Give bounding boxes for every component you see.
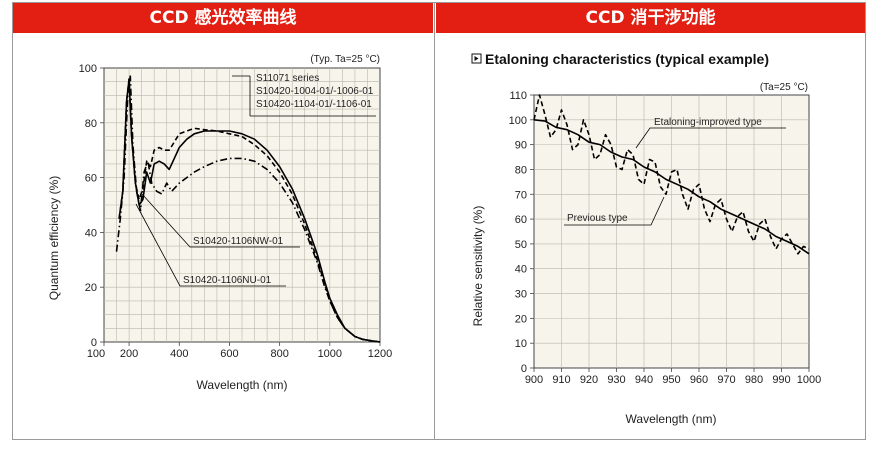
quantum-efficiency-chart: (Typ. Ta=25 °C) 100 200 400 600 800 1000 1200 0… bbox=[47, 54, 393, 392]
series-line-2 bbox=[533, 94, 810, 255]
y-tick-label: 40 bbox=[515, 264, 527, 276]
chart1-ticks: 100 200 400 600 800 1000 1200 0 20 40 60 80 100 bbox=[79, 63, 393, 360]
x-tick-label: 990 bbox=[772, 374, 790, 386]
y-tick-label: 80 bbox=[515, 164, 527, 176]
chart1-series-label-box: S11071 series S10420-1004-01/-1006-01 S1… bbox=[232, 73, 376, 117]
x-tick-label: 960 bbox=[690, 374, 708, 386]
chart2-grid bbox=[534, 95, 809, 368]
chart2-ticks: 900 910 920 930 940 950 960 970 980 990 1000 0 10 20 3… bbox=[509, 90, 822, 386]
y-tick-label: 60 bbox=[85, 173, 97, 185]
chart1-y-axis-label: Quantum efficiency (%) bbox=[47, 176, 61, 301]
chart2-condition-label: (Ta=25 °C) bbox=[760, 82, 808, 93]
chart1-x-axis-label: Wavelength (nm) bbox=[197, 378, 288, 392]
x-tick-label: 970 bbox=[717, 374, 735, 386]
chart1-series-group bbox=[115, 75, 381, 343]
x-tick-label: 980 bbox=[745, 374, 763, 386]
x-tick-label: 1200 bbox=[368, 348, 392, 360]
x-tick-label: 200 bbox=[120, 348, 138, 360]
leader-line bbox=[141, 193, 300, 248]
y-tick-label: 30 bbox=[515, 289, 527, 301]
x-tick-label: 600 bbox=[220, 348, 238, 360]
y-tick-label: 70 bbox=[515, 189, 527, 201]
chart2-title: Etaloning characteristics (typical examp… bbox=[485, 51, 769, 67]
chart2-x-axis-label: Wavelength (nm) bbox=[626, 412, 717, 426]
x-tick-label: 800 bbox=[270, 348, 288, 360]
right-panel-header: CCD 消干涉功能 bbox=[436, 3, 865, 33]
chart1-condition-label: (Typ. Ta=25 °C) bbox=[310, 54, 380, 65]
series-label-s11071: S11071 series bbox=[256, 73, 319, 84]
x-tick-label: 950 bbox=[662, 374, 680, 386]
y-tick-label: 40 bbox=[85, 227, 97, 239]
series-label-nw: S10420-1106NW-01 bbox=[193, 236, 284, 247]
series-label-nu: S10420-1106NU-01 bbox=[183, 275, 272, 286]
chart1-nu-label: S10420-1106NU-01 bbox=[135, 203, 286, 287]
chart2-series-group bbox=[533, 94, 810, 255]
series-label-previous: Previous type bbox=[567, 213, 628, 224]
y-tick-label: 80 bbox=[85, 118, 97, 130]
chart2-improved-label: Etaloning-improved type bbox=[635, 117, 786, 149]
chart2-title-group: Etaloning characteristics (typical examp… bbox=[471, 51, 769, 67]
y-tick-label: 90 bbox=[515, 140, 527, 152]
chart2-y-axis-label: Relative sensitivity (%) bbox=[471, 206, 485, 327]
x-tick-label: 930 bbox=[607, 374, 625, 386]
series-label-s10420-1004: S10420-1004-01/-1006-01 bbox=[256, 86, 374, 97]
etaloning-chart: Etaloning characteristics (typical examp… bbox=[471, 51, 822, 426]
left-panel-header: CCD 感光效率曲线 bbox=[13, 3, 433, 33]
series-line-1 bbox=[118, 78, 381, 343]
x-tick-label: 910 bbox=[552, 374, 570, 386]
chart2-previous-label: Previous type bbox=[564, 196, 665, 226]
series-line-3 bbox=[115, 75, 381, 343]
y-tick-label: 60 bbox=[515, 214, 527, 226]
x-tick-label: 1000 bbox=[797, 374, 821, 386]
x-tick-label: 940 bbox=[635, 374, 653, 386]
chart1-nw-label: S10420-1106NW-01 bbox=[141, 193, 300, 248]
y-tick-label: 100 bbox=[79, 63, 97, 75]
y-tick-label: 100 bbox=[509, 115, 527, 127]
series-label-s10420-1104: S10420-1104-01/-1106-01 bbox=[256, 99, 372, 110]
y-tick-label: 50 bbox=[515, 239, 527, 251]
y-tick-label: 20 bbox=[515, 313, 527, 325]
x-tick-label: 400 bbox=[170, 348, 188, 360]
leader-line bbox=[135, 203, 286, 287]
y-tick-label: 110 bbox=[509, 90, 527, 102]
y-tick-label: 0 bbox=[521, 363, 527, 375]
column-divider bbox=[434, 2, 435, 440]
x-tick-label: 1000 bbox=[318, 348, 342, 360]
y-tick-label: 10 bbox=[515, 338, 527, 350]
x-tick-label: 900 bbox=[525, 374, 543, 386]
chart2-title-arrow-icon bbox=[474, 56, 479, 61]
outer-frame bbox=[12, 2, 866, 440]
x-tick-label: 920 bbox=[580, 374, 598, 386]
y-tick-label: 20 bbox=[85, 282, 97, 294]
series-label-improved: Etaloning-improved type bbox=[654, 117, 762, 128]
chart2-title-box-icon bbox=[471, 53, 482, 64]
leader-line bbox=[564, 196, 665, 226]
x-tick-label: 100 bbox=[87, 348, 105, 360]
leader-line bbox=[635, 127, 786, 149]
y-tick-label: 0 bbox=[91, 337, 97, 349]
